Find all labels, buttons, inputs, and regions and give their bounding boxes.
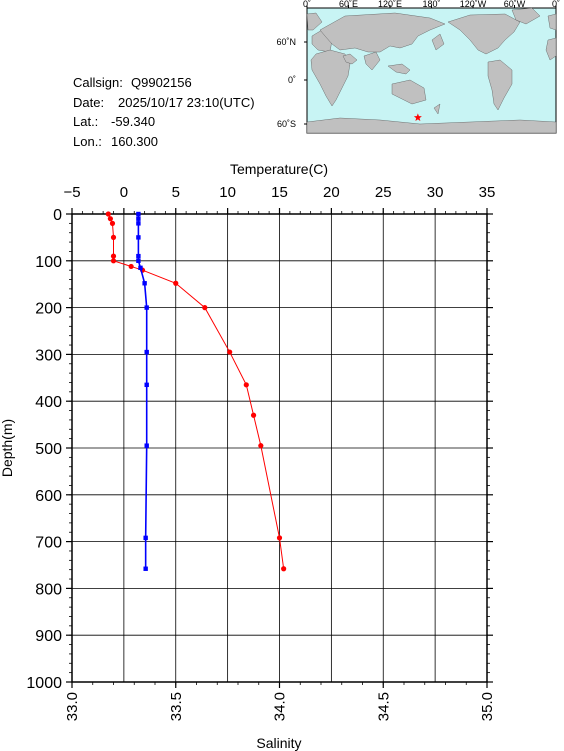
salinity-data-point <box>144 349 149 355</box>
y-axis-tick-label: 1000 <box>26 675 62 692</box>
map-longitude-label: 180˚ <box>422 0 440 9</box>
world-map: 0˚ 60˚E 120˚E 180˚ 120˚W 60˚W 0˚ 60˚N 0˚ 60˚S <box>276 0 560 134</box>
y-axis-tick-label: 200 <box>35 301 62 318</box>
y-axis-tick-label: 0 <box>53 207 62 224</box>
y-axis-tick-label: 900 <box>35 628 62 645</box>
y-axis-label: Depth(m) <box>0 419 15 477</box>
map-latitude-label: 60˚S <box>277 119 296 129</box>
axis-ticks <box>66 208 493 688</box>
salinity-data-point <box>136 211 141 217</box>
top-axis-tick-label: −5 <box>63 184 80 201</box>
salinity-data-point <box>144 443 149 448</box>
top-axis-tick-label: 20 <box>323 184 340 201</box>
bottom-axis-tick-label: 34.0 <box>272 692 289 721</box>
temperature-data-point <box>250 412 257 418</box>
map-longitude-label: 0˚ <box>303 0 311 9</box>
top-axis-label: Temperature(C) <box>230 161 328 177</box>
plot-grid <box>72 214 487 682</box>
salinity-data-point <box>143 535 148 541</box>
lat-value: -59.340 <box>111 114 155 129</box>
bottom-axis-label: Salinity <box>256 735 301 751</box>
map-longitude-label: 120˚W <box>460 0 487 9</box>
bottom-axis-tick-label: 35.0 <box>479 692 496 721</box>
map-longitude-label: 60˚W <box>504 0 526 9</box>
temperature-data-point <box>243 382 249 388</box>
top-axis-tick-label: 30 <box>427 184 444 201</box>
lon-label: Lon.: <box>73 134 102 149</box>
salinity-data-point <box>136 253 141 259</box>
top-axis-tick-label: 35 <box>479 184 496 201</box>
top-axis-tick-label: 0 <box>120 184 128 201</box>
map-longitude-label: 120˚E <box>378 0 402 9</box>
date-value: 2025/10/17 23:10(UTC) <box>118 95 255 110</box>
salinity-data-point <box>138 265 143 271</box>
salinity-profile-line <box>137 214 148 569</box>
y-axis-tick-label: 400 <box>35 394 62 411</box>
y-axis-tick-label: 800 <box>35 581 62 598</box>
bottom-axis-tick-label: 33.5 <box>168 692 185 721</box>
salinity-data-point <box>142 281 147 286</box>
salinity-data-point <box>136 216 141 221</box>
temperature-data-point <box>110 253 117 259</box>
temperature-data-point <box>107 216 113 222</box>
station-info: Callsign: Q9902156 Date: 2025/10/17 23:1… <box>73 75 255 149</box>
map-longitude-label: 60˚E <box>339 0 358 9</box>
salinity-data-point <box>144 305 149 310</box>
salinity-data-point <box>136 235 141 240</box>
map-latitude-labels: 60˚N 0˚ 60˚S <box>276 37 296 129</box>
top-axis-tick-label: 15 <box>271 184 288 201</box>
bottom-axis-tick-label: 33.0 <box>64 692 81 721</box>
temperature-data-point <box>109 220 116 226</box>
salinity-data-point <box>136 221 141 226</box>
lat-label: Lat.: <box>73 114 98 129</box>
y-axis-tick-label: 100 <box>35 254 62 271</box>
map-tick-marks <box>304 5 557 125</box>
salinity-data-point <box>143 566 148 571</box>
salinity-series <box>136 211 149 571</box>
y-axis-tick-label: 300 <box>35 347 62 364</box>
salinity-data-point <box>136 258 141 263</box>
temperature-profile-line <box>107 213 285 569</box>
map-latitude-label: 60˚N <box>276 37 296 47</box>
float-location-marker <box>413 113 422 121</box>
temperature-series <box>105 211 287 572</box>
temperature-data-point <box>128 263 134 270</box>
map-longitude-label: 0˚ <box>552 0 560 9</box>
callsign-value: Q9902156 <box>131 75 192 90</box>
callsign-label: Callsign: <box>73 75 123 90</box>
top-axis-tick-label: 5 <box>172 184 180 201</box>
map-longitude-labels: 0˚ 60˚E 120˚E 180˚ 120˚W 60˚W 0˚ <box>303 0 560 9</box>
temperature-data-point <box>227 349 233 355</box>
map-latitude-label: 0˚ <box>288 75 296 85</box>
y-axis-tick-label: 500 <box>35 441 62 458</box>
y-axis-tick-label: 700 <box>35 535 62 552</box>
temperature-data-point <box>202 305 208 311</box>
salinity-data-point <box>144 382 149 388</box>
top-axis-tick-label: 25 <box>375 184 392 201</box>
y-axis-tick-label: 600 <box>35 488 62 505</box>
star-icon <box>413 113 422 121</box>
profile-series <box>105 211 287 572</box>
temperature-data-point <box>258 443 264 449</box>
lon-value: 160.300 <box>111 134 158 149</box>
temperature-data-point <box>105 211 111 217</box>
bottom-axis-tick-label: 34.5 <box>375 692 392 721</box>
temperature-data-point <box>281 566 287 572</box>
map-land <box>306 7 557 134</box>
date-label: Date: <box>73 95 104 110</box>
top-axis-tick-label: 10 <box>219 184 236 201</box>
temperature-data-point <box>276 535 283 541</box>
temperature-data-point <box>173 280 179 286</box>
temperature-data-point <box>110 234 117 240</box>
temperature-data-point <box>110 258 117 264</box>
